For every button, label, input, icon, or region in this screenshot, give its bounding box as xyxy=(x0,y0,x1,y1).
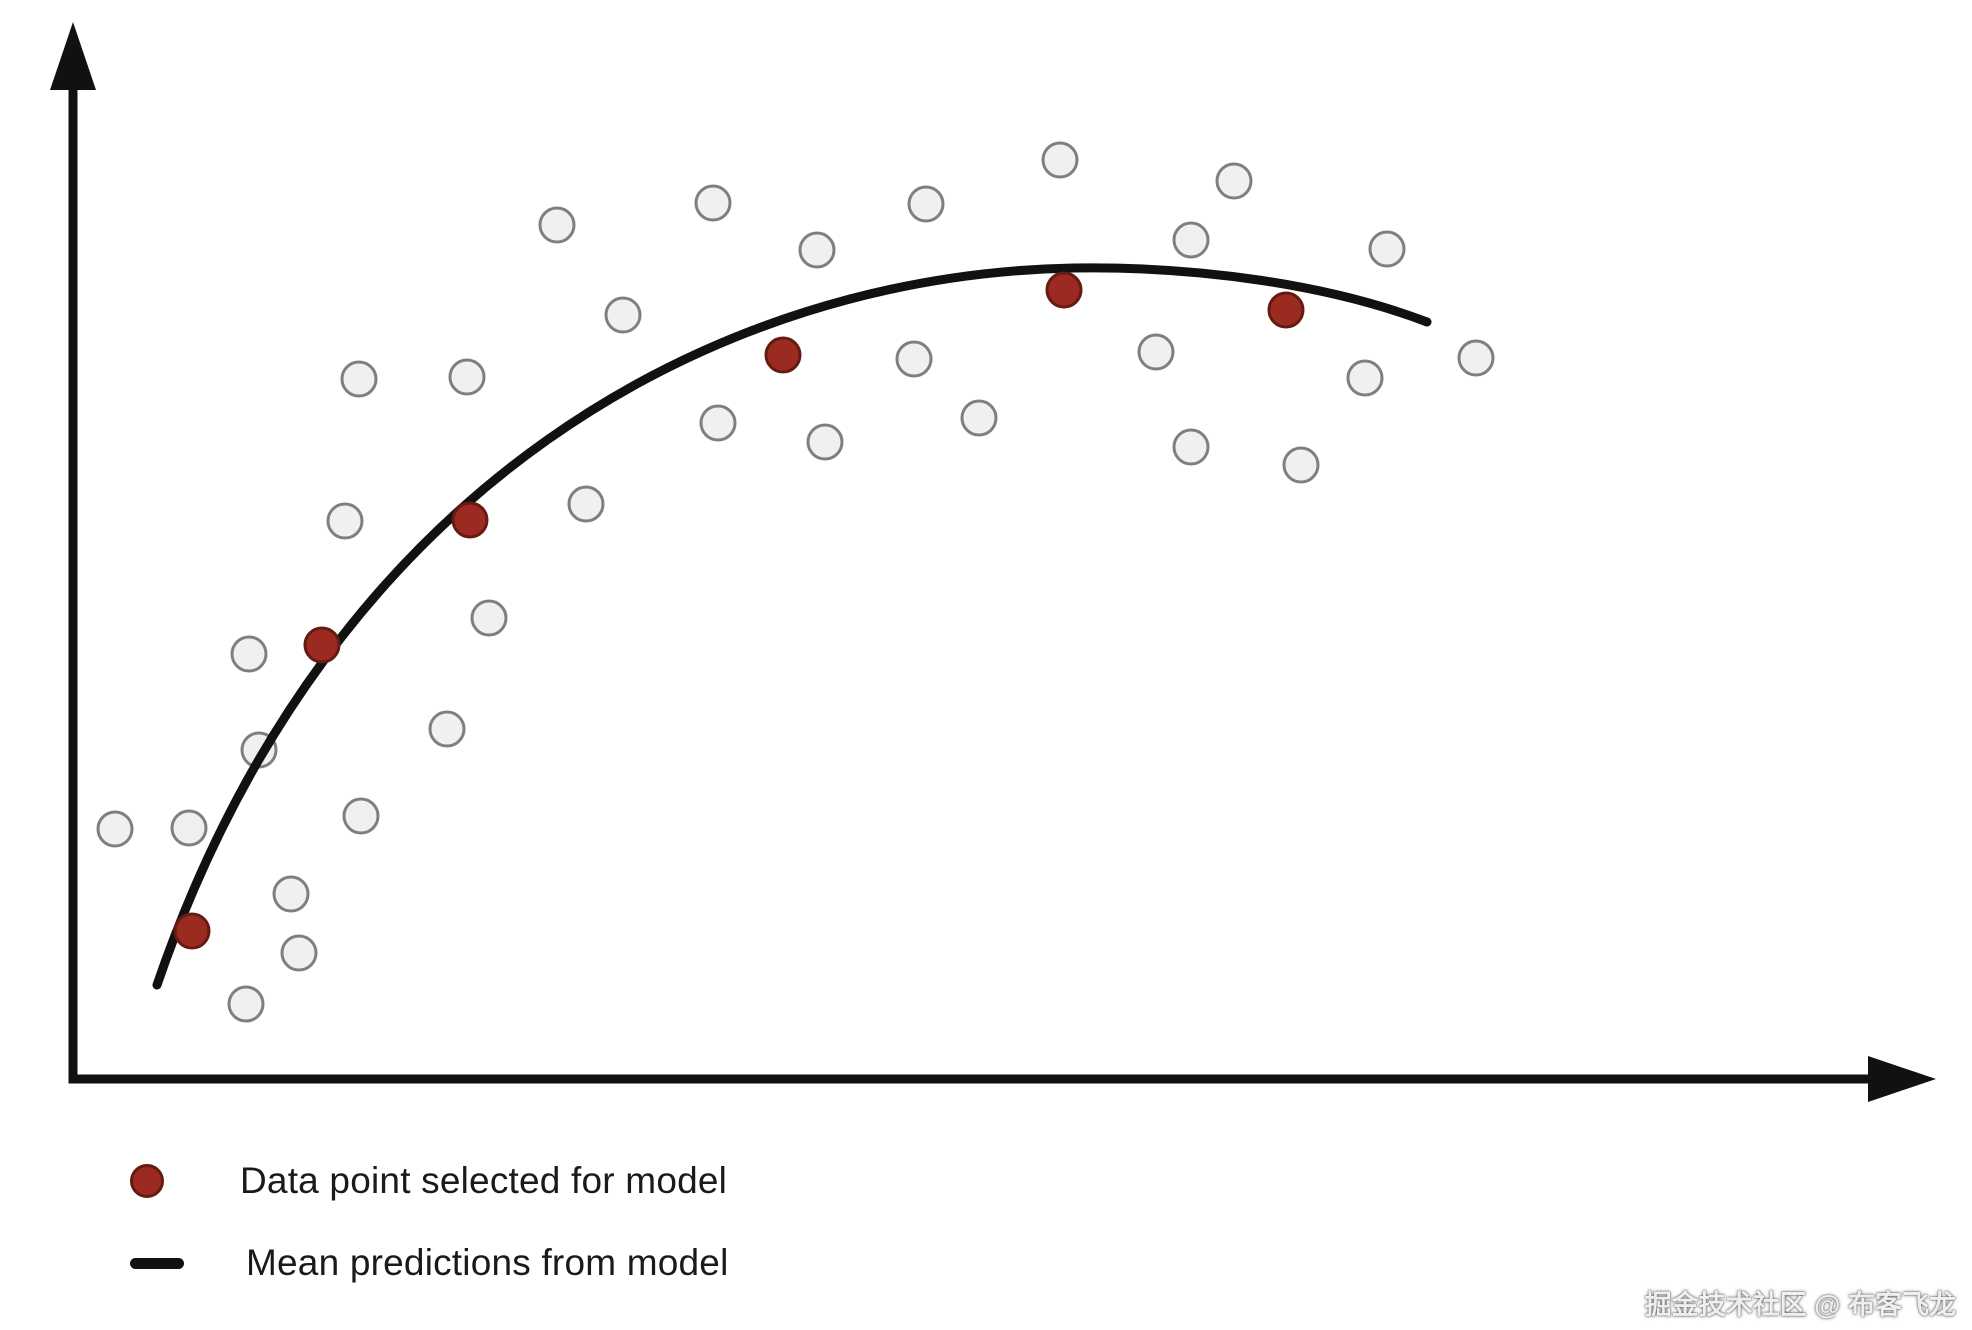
legend-item-selected-point: Data point selected for model xyxy=(130,1160,729,1202)
legend: Data point selected for model Mean predi… xyxy=(130,1160,729,1284)
selected-points-group xyxy=(173,271,1305,950)
legend-label-mean-prediction: Mean predictions from model xyxy=(246,1242,729,1283)
mean-prediction-marker-icon xyxy=(130,1257,184,1269)
legend-item-mean-prediction: Mean predictions from model xyxy=(130,1242,729,1284)
legend-label-selected-point: Data point selected for model xyxy=(240,1160,728,1201)
selected-point-marker-icon xyxy=(130,1164,164,1198)
unselected-points-group xyxy=(96,141,1495,1023)
axes-group xyxy=(50,22,1936,1102)
watermark: 掘金技术社区 @ 布客飞龙 xyxy=(1644,1290,1956,1320)
